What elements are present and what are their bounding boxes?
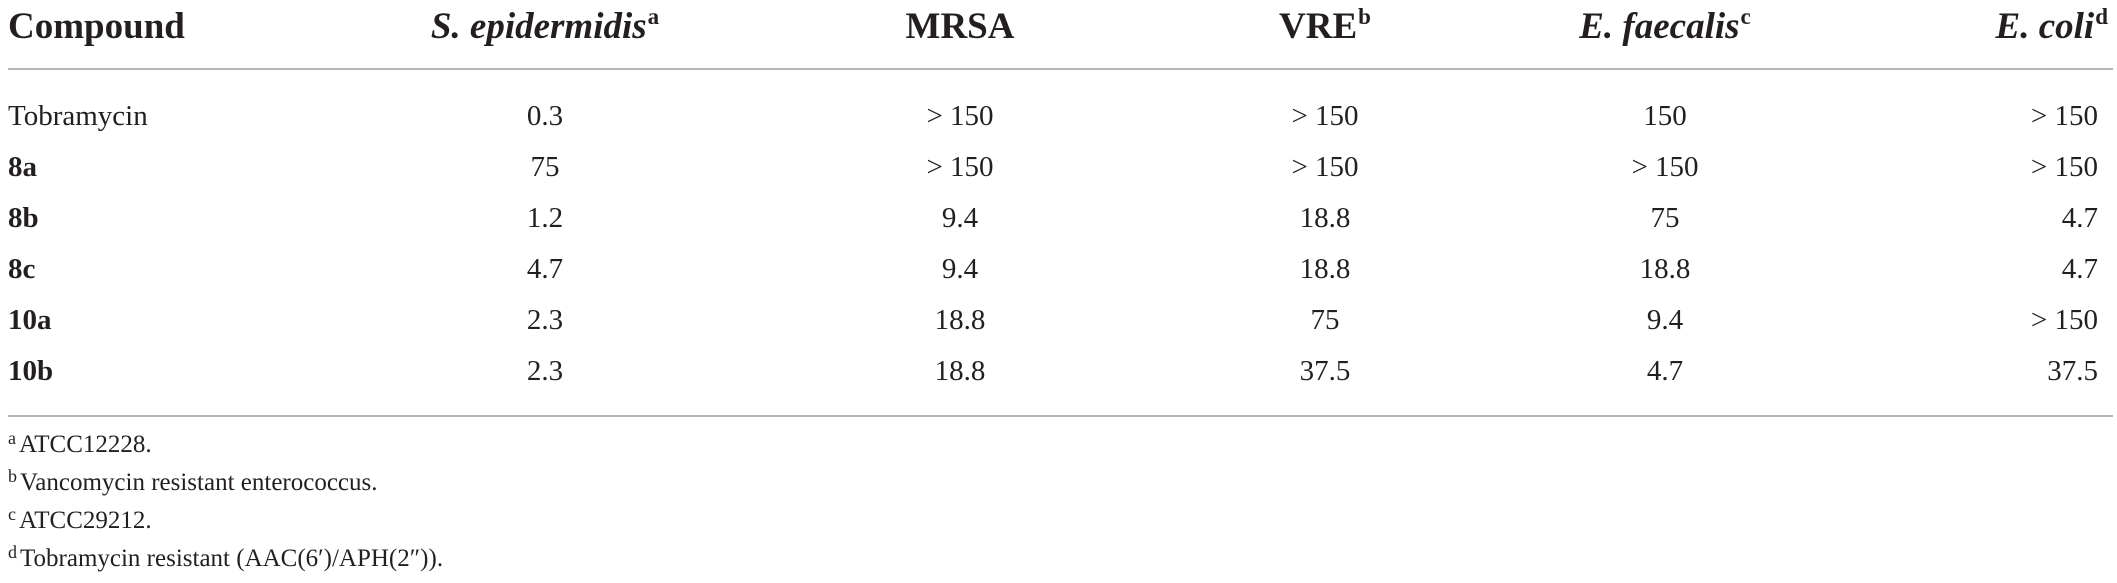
table-cell: 9.4 <box>941 253 979 285</box>
table-cell: > 150 <box>2030 100 2098 132</box>
column-header: VREb <box>1279 5 1371 47</box>
footnote: c ATCC29212. <box>8 505 152 534</box>
column-header-text: Compound <box>8 6 185 47</box>
table-cell: 37.5 <box>2047 355 2098 387</box>
footnote-text: Vancomycin resistant enterococcus. <box>20 469 378 496</box>
compound-name-cell: 10a <box>8 304 52 336</box>
column-header: E. faecalisc <box>1579 5 1751 47</box>
table-cell: 75 <box>1310 304 1340 336</box>
table-cell: > 150 <box>926 151 994 183</box>
table-cell: 2.3 <box>526 304 564 336</box>
table-cell: 4.7 <box>2061 202 2098 234</box>
footnote-marker: c <box>8 504 16 524</box>
table-cell: > 150 <box>2030 151 2098 183</box>
footnote-marker: d <box>2095 4 2108 29</box>
table-cell: 37.5 <box>1299 355 1351 387</box>
table-cell: 9.4 <box>1646 304 1684 336</box>
column-header-text: VRE <box>1279 6 1358 47</box>
table-cell: > 150 <box>926 100 994 132</box>
compound-name-cell: 8c <box>8 253 36 285</box>
table-cell: 4.7 <box>526 253 564 285</box>
footnote-marker: a <box>8 428 16 448</box>
table-cell: 75 <box>530 151 560 183</box>
table-cell: 2.3 <box>526 355 564 387</box>
footnote-marker: d <box>8 542 17 562</box>
footnote: b Vancomycin resistant enterococcus. <box>8 467 378 496</box>
table-cell: > 150 <box>2030 304 2098 336</box>
table-cell: > 150 <box>1631 151 1699 183</box>
footnote: a ATCC12228. <box>8 429 152 458</box>
table-cell: 4.7 <box>2061 253 2098 285</box>
footnote-marker: c <box>1740 4 1751 29</box>
footnote-marker: b <box>1358 4 1371 29</box>
column-header: S. epidermidisa <box>430 5 659 47</box>
column-header-text: S. epidermidis <box>430 6 647 47</box>
table-cell: 18.8 <box>1299 202 1351 234</box>
column-header: Compound <box>8 8 185 45</box>
compound-name-cell: Tobramycin <box>8 100 148 132</box>
column-header: E. colid <box>1995 5 2108 47</box>
table-cell: 18.8 <box>1639 253 1691 285</box>
table-bottom-rule <box>8 415 2113 417</box>
column-header-text: MRSA <box>905 6 1015 47</box>
footnote-marker: b <box>8 466 17 486</box>
footnote-text: Tobramycin resistant (AAC(6′)/APH(2″)). <box>20 545 444 572</box>
footnote: d Tobramycin resistant (AAC(6′)/APH(2″)). <box>8 543 444 572</box>
column-header: MRSA <box>906 8 1015 45</box>
table-cell: 18.8 <box>934 355 986 387</box>
table-cell: 18.8 <box>934 304 986 336</box>
column-header-text: E. faecalis <box>1579 6 1740 47</box>
footnote-text: ATCC29212. <box>19 507 152 534</box>
table-cell: 150 <box>1643 100 1687 132</box>
compound-name-cell: 8a <box>8 151 37 183</box>
table-cell: 9.4 <box>941 202 979 234</box>
footnote-text: ATCC12228. <box>19 431 152 458</box>
table-cell: > 150 <box>1291 151 1359 183</box>
table-cell: 18.8 <box>1299 253 1351 285</box>
compound-name-cell: 10b <box>8 355 54 387</box>
table-cell: 4.7 <box>1646 355 1684 387</box>
table-cell: 0.3 <box>526 100 564 132</box>
table-cell: > 150 <box>1291 100 1359 132</box>
table-cell: 75 <box>1650 202 1680 234</box>
header-divider <box>8 68 2113 70</box>
compound-name-cell: 8b <box>8 202 39 234</box>
column-header-text: E. coli <box>1995 6 2095 47</box>
table-cell: 1.2 <box>526 202 564 234</box>
footnote-marker: a <box>647 4 660 29</box>
